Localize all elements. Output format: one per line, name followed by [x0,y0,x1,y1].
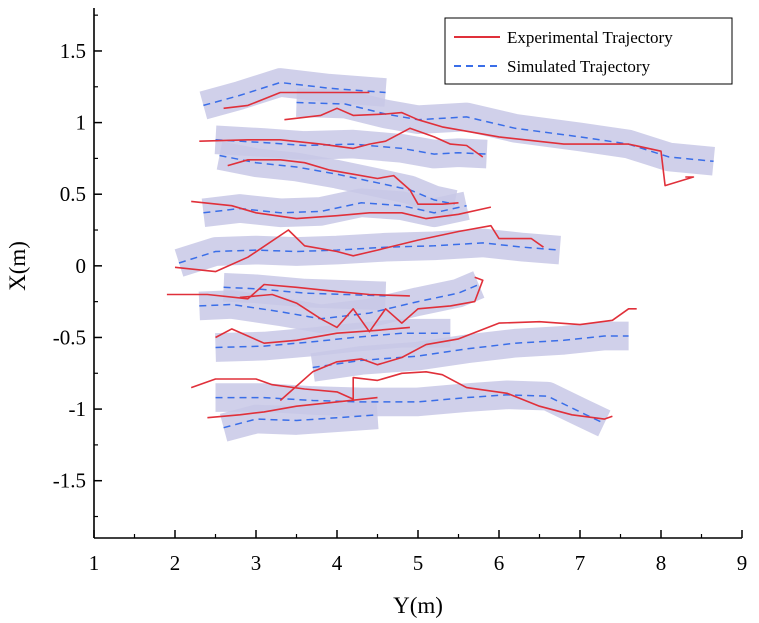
experimental-trajectory-9 [215,326,410,345]
experimental-trajectory-5 [191,200,492,220]
x-axis-ticks: 1 2 3 4 5 6 7 8 9 [89,530,748,575]
y-tick-label: 1.5 [60,39,86,63]
y-tick-label: 0 [76,254,87,278]
y-tick-label: -1 [69,397,87,421]
experimental-trajectory-11 [190,370,613,420]
experimental-trajectory-4 [227,159,459,205]
legend-experimental-label: Experimental Trajectory [507,28,673,47]
experimental-trajectory-1 [223,91,370,110]
experimental-trajectory-6 [174,224,544,273]
y-tick-label: 0.5 [60,182,86,206]
y-tick-label: -0.5 [53,325,86,349]
x-tick-label: 7 [575,551,586,575]
simulated-trajectory-11 [215,394,605,425]
legend-box [444,17,733,85]
simulated-trajectory-9 [215,332,451,349]
x-axis-title: Y(m) [393,593,443,618]
x-tick-label: 5 [413,551,424,575]
legend-simulated-label: Simulated Trajectory [507,57,651,76]
sim-band-10 [310,321,629,382]
experimental-trajectory-lines [166,91,695,420]
x-tick-label: 9 [737,551,748,575]
experimental-trajectory-8 [239,276,484,333]
simulated-trajectory-lines [178,81,714,429]
sim-band-6 [174,228,561,277]
y-axis-title: X(m) [5,241,30,291]
experimental-trajectory-2 [284,107,695,187]
x-tick-label: 6 [494,551,505,575]
simulated-trajectory-3 [215,139,487,155]
x-tick-label: 2 [170,551,181,575]
y-tick-label: -1.5 [53,469,86,493]
x-tick-label: 3 [251,551,262,575]
simulated-trajectory-12 [223,414,378,429]
simulated-trajectory-6 [178,242,560,264]
legend: Experimental Trajectory Simulated Trajec… [444,17,733,85]
experimental-trajectory-7 [166,283,410,300]
x-tick-label: 4 [332,551,343,575]
experimental-trajectory-12 [207,396,378,419]
y-tick-label: 1 [76,111,87,135]
simulated-trajectory-7 [223,286,386,297]
experimental-trajectory-3 [199,127,484,158]
x-tick-label: 8 [656,551,667,575]
simulated-trajectory-8 [199,283,480,320]
x-tick-label: 1 [89,551,100,575]
simulated-trajectory-5 [203,202,467,214]
simulated-trajectory-1 [203,81,386,107]
simulated-trajectory-2 [296,101,714,163]
experimental-trajectory-10 [279,307,637,402]
y-axis-ticks: -1.5 -1 -0.5 0 0.5 1 1.5 [53,14,102,518]
